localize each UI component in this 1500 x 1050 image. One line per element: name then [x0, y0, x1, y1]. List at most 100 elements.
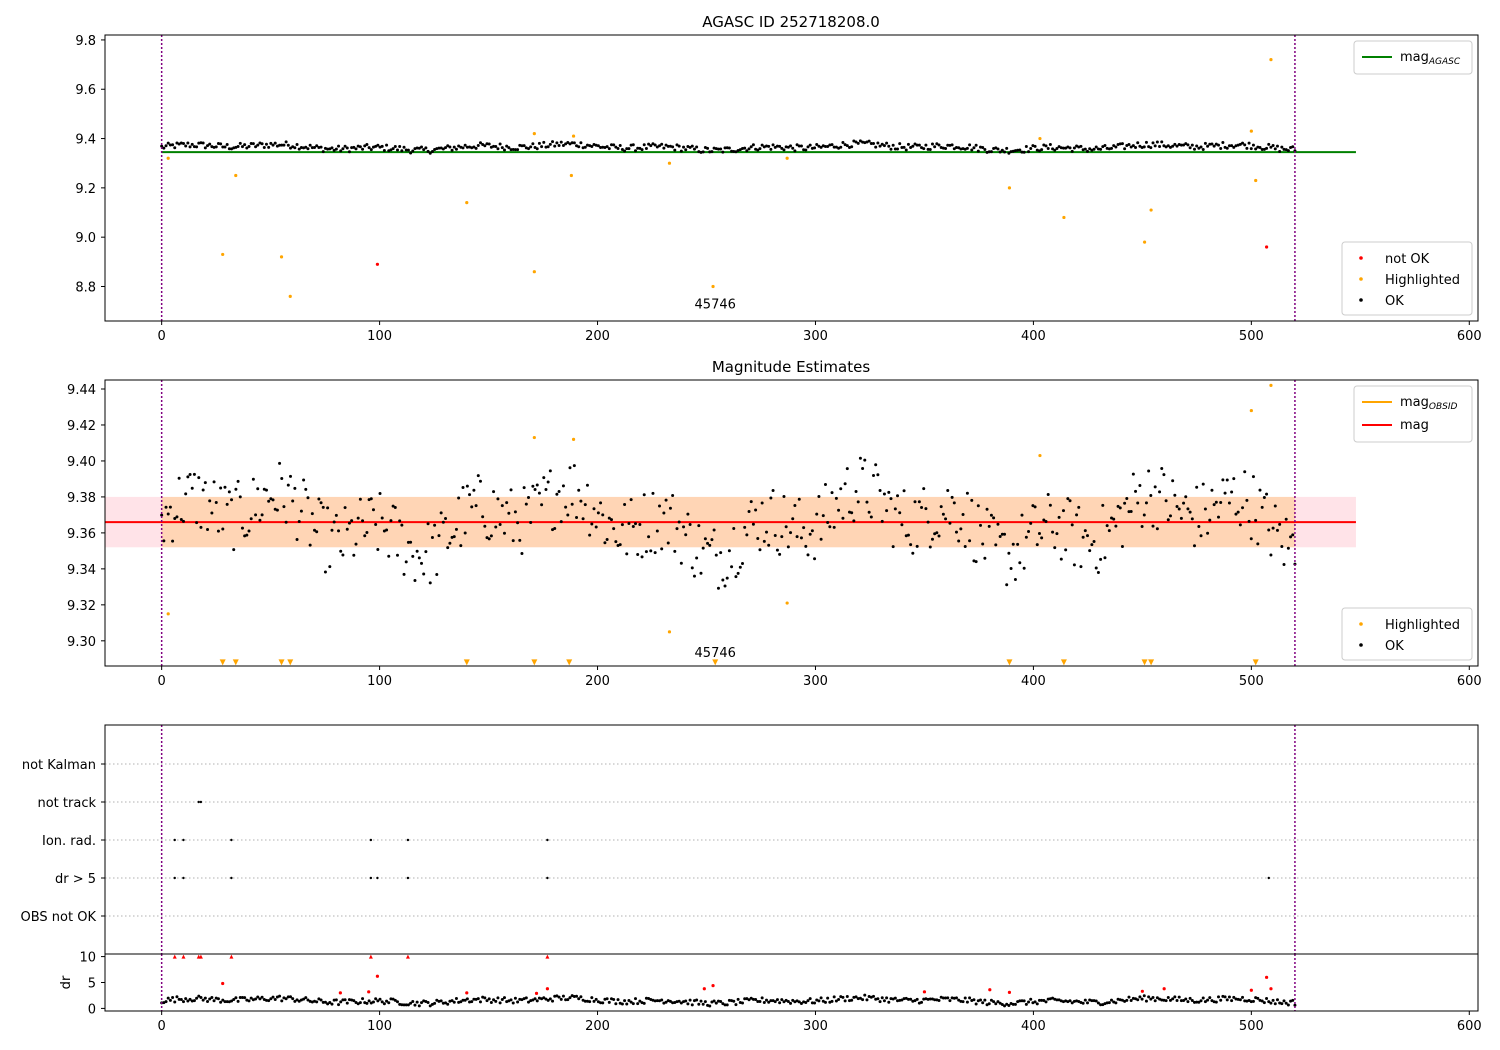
data-point: [802, 526, 806, 530]
data-point: [546, 480, 550, 484]
data-point: [887, 1000, 891, 1004]
data-point: [1149, 494, 1153, 498]
data-point: [1223, 491, 1227, 495]
data-point: [1055, 998, 1059, 1002]
data-point: [743, 146, 747, 150]
data-point: [219, 142, 223, 146]
data-point: [642, 143, 646, 147]
data-point: [1160, 998, 1164, 1002]
data-point: [179, 997, 183, 1001]
data-point: [206, 144, 210, 148]
data-point: [1116, 504, 1120, 508]
data-point: [463, 531, 467, 535]
data-point: [280, 143, 284, 147]
data-point: [1088, 549, 1092, 553]
flag-point: [230, 838, 233, 842]
data-point: [935, 142, 939, 146]
data-point: [826, 996, 830, 1000]
data-point: [1249, 537, 1253, 541]
data-point: [1230, 999, 1234, 1003]
data-point: [1129, 509, 1133, 513]
data-point: [1055, 147, 1059, 151]
data-point: [1068, 999, 1072, 1003]
data-point: [465, 145, 469, 149]
data-point: [692, 147, 696, 151]
data-point: [649, 144, 653, 148]
data-point: [192, 999, 196, 1003]
data-point: [225, 502, 229, 506]
data-point: [797, 1000, 801, 1004]
data-point: [498, 142, 502, 146]
legend-line-subscript: AGASC: [1428, 57, 1461, 67]
data-point: [1190, 999, 1194, 1003]
data-point: [489, 534, 493, 538]
data-point: [850, 145, 854, 149]
data-point: [1144, 501, 1148, 505]
data-point: [782, 495, 786, 499]
data-point: [177, 997, 181, 1001]
x-tick-label: 100: [367, 329, 392, 344]
data-point: [1221, 478, 1225, 482]
data-point: [223, 145, 227, 149]
data-point: [1282, 999, 1286, 1003]
data-point: [354, 147, 358, 151]
data-point: [221, 998, 225, 1002]
data-point: [330, 528, 334, 532]
data-point: [544, 997, 548, 1001]
y-tick-label: 9.42: [67, 419, 96, 434]
data-point: [267, 999, 271, 1003]
data-point: [1090, 999, 1094, 1003]
data-point: [430, 536, 434, 540]
data-point: [1267, 528, 1271, 532]
data-point: [887, 144, 891, 148]
data-point: [411, 999, 415, 1003]
data-point: [243, 996, 247, 1000]
data-point: [400, 1003, 404, 1007]
y-tick-label: 9.32: [67, 599, 96, 614]
data-point: [1173, 142, 1177, 146]
data-point: [872, 141, 876, 145]
data-point: [1092, 540, 1096, 544]
data-point: [614, 145, 618, 149]
data-point: [633, 997, 637, 1001]
data-point: [736, 997, 740, 1001]
data-point: [740, 561, 744, 565]
data-point: [1232, 477, 1236, 481]
flag-point: [369, 838, 373, 842]
data-point: [732, 527, 736, 531]
data-point: [409, 540, 413, 544]
data-point: [465, 997, 469, 1001]
data-point: [1151, 141, 1155, 145]
data-point: [534, 991, 539, 995]
data-point: [164, 1000, 168, 1004]
panel-title: AGASC ID 252718208.0: [702, 13, 880, 31]
data-point: [791, 998, 795, 1002]
flag-point: [376, 876, 379, 880]
data-point: [577, 997, 581, 1001]
data-point: [721, 578, 725, 582]
data-point: [1254, 178, 1258, 183]
data-point: [553, 144, 557, 148]
data-point: [1197, 1000, 1201, 1004]
data-point: [531, 142, 535, 146]
clipped-marker: [181, 954, 186, 959]
data-point: [498, 523, 502, 527]
data-point: [1038, 136, 1042, 141]
data-point: [341, 553, 345, 557]
data-point: [439, 511, 443, 515]
data-point: [679, 149, 683, 153]
x-tick-label: 200: [585, 674, 610, 689]
data-point: [1254, 518, 1258, 522]
data-point: [1027, 1000, 1031, 1004]
data-point: [625, 1002, 629, 1006]
data-point: [819, 145, 823, 149]
data-point: [1020, 999, 1024, 1003]
data-point: [378, 997, 382, 1001]
data-point: [858, 456, 862, 460]
data-point: [341, 998, 345, 1002]
data-point: [1090, 543, 1094, 547]
data-point: [282, 505, 286, 509]
data-point: [420, 561, 424, 565]
data-point: [507, 511, 511, 515]
data-point: [1066, 497, 1070, 501]
